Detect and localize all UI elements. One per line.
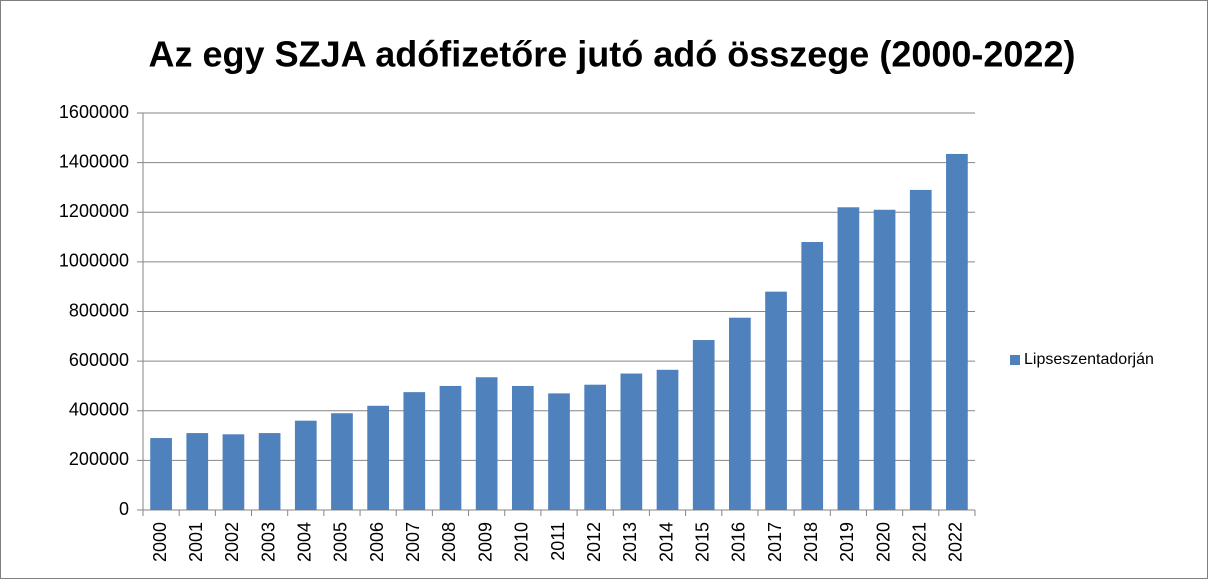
x-tick-label: 2019 bbox=[837, 522, 857, 562]
bar bbox=[294, 420, 317, 510]
bar bbox=[656, 369, 679, 510]
bar bbox=[150, 438, 172, 510]
bar bbox=[439, 385, 462, 510]
x-tick-label: 2003 bbox=[258, 522, 278, 562]
bar bbox=[765, 291, 787, 510]
y-tick-label: 600000 bbox=[69, 350, 129, 370]
x-tick-label: 2020 bbox=[873, 522, 893, 562]
x-tick-label: 2008 bbox=[439, 522, 459, 562]
x-tick-label: 2004 bbox=[295, 522, 315, 562]
bar bbox=[475, 377, 498, 510]
x-tick-label: 2022 bbox=[946, 522, 966, 562]
x-tick-label: 2006 bbox=[367, 522, 387, 562]
bar bbox=[331, 413, 353, 510]
bar bbox=[873, 209, 896, 511]
x-tick-label: 2014 bbox=[656, 522, 676, 562]
x-tick-label: 2017 bbox=[765, 522, 785, 562]
y-tick-label: 200000 bbox=[69, 449, 129, 469]
x-tick-label: 2009 bbox=[475, 522, 495, 562]
bar bbox=[258, 433, 281, 510]
legend-swatch bbox=[1010, 355, 1020, 365]
bar bbox=[186, 433, 209, 510]
x-tick-label: 2010 bbox=[512, 522, 532, 562]
bar bbox=[729, 317, 751, 510]
chart-title: Az egy SZJA adófizetőre jutó adó összege… bbox=[149, 34, 1076, 75]
x-tick-label: 2002 bbox=[222, 522, 242, 562]
y-tick-label: 800000 bbox=[69, 300, 129, 320]
x-tick-label: 2000 bbox=[150, 522, 170, 562]
y-tick-label: 0 bbox=[119, 499, 129, 519]
x-tick-label: 2012 bbox=[584, 522, 604, 562]
bar bbox=[692, 340, 715, 510]
bar bbox=[222, 434, 245, 510]
bar bbox=[620, 373, 643, 510]
bar bbox=[837, 207, 860, 510]
y-tick-label: 1000000 bbox=[59, 251, 129, 271]
x-tick-label: 2005 bbox=[331, 522, 351, 562]
x-tick-label: 2001 bbox=[186, 522, 206, 562]
y-tick-label: 1400000 bbox=[59, 151, 129, 171]
bar bbox=[801, 242, 824, 510]
bar bbox=[511, 385, 534, 510]
y-tick-label: 1600000 bbox=[59, 102, 129, 122]
bar bbox=[946, 153, 968, 511]
x-tick-label: 2011 bbox=[548, 522, 568, 561]
x-tick-label: 2016 bbox=[729, 522, 749, 562]
legend-label: Lipseszentadorján bbox=[1024, 351, 1154, 368]
bar bbox=[403, 392, 426, 510]
x-tick-label: 2013 bbox=[620, 522, 640, 562]
bar bbox=[909, 189, 932, 510]
x-tick-label: 2015 bbox=[692, 522, 712, 562]
x-tick-label: 2021 bbox=[909, 522, 929, 562]
bar bbox=[584, 384, 607, 510]
x-tick-label: 2018 bbox=[801, 522, 821, 562]
bar bbox=[367, 405, 389, 510]
y-tick-label: 1200000 bbox=[59, 201, 129, 221]
x-tick-label: 2007 bbox=[403, 522, 423, 562]
y-tick-label: 400000 bbox=[69, 400, 129, 420]
bar bbox=[548, 393, 570, 510]
